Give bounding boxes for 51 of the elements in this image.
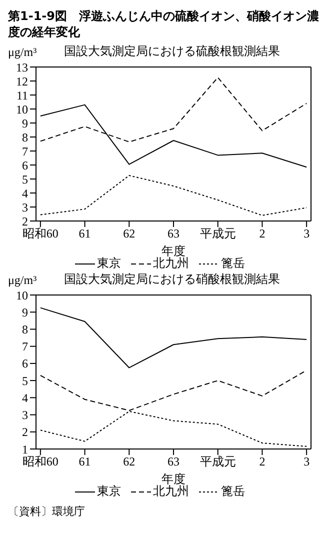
x-tick-label: 3 — [304, 226, 310, 241]
y-tick-label: 7 — [22, 340, 28, 354]
x-tick-label: 平成元 — [200, 454, 236, 469]
x-tick-label: 61 — [78, 454, 91, 469]
x-tick-label: 63 — [168, 454, 180, 469]
legend-label: 篦岳 — [221, 483, 245, 500]
y-tick-label: 2 — [22, 425, 28, 440]
line-series — [40, 307, 308, 368]
y-tick-label: 4 — [22, 186, 28, 200]
legend-label: 北九州 — [153, 256, 189, 272]
legend-label: 東京 — [97, 255, 121, 272]
x-tick-label: 62 — [123, 454, 136, 469]
x-tick-label: 2 — [259, 454, 266, 469]
y-tick-label: 1 — [22, 442, 28, 456]
y-tick-label: 10 — [16, 288, 28, 302]
y-tick-label: 11 — [16, 88, 28, 102]
legend-label: 北九州 — [153, 484, 189, 500]
y-tick-label: 5 — [22, 374, 28, 388]
x-axis-title: 年度 — [162, 472, 186, 486]
y-tick-label: 4 — [22, 390, 28, 405]
line-series — [40, 175, 308, 216]
y-tick-label: 12 — [16, 74, 28, 88]
y-tick-label: 8 — [22, 130, 28, 144]
text: 〔資料〕環境庁 — [8, 504, 86, 519]
legend-label: 東京 — [97, 483, 121, 500]
legend-label: 篦岳 — [221, 255, 245, 272]
chart-subtitle: 国設大気測定局における硫酸根観測結果 — [64, 43, 280, 60]
y-tick-label: 6 — [22, 356, 28, 371]
x-tick-label: 3 — [304, 454, 310, 469]
x-tick-label: 2 — [259, 226, 266, 241]
y-tick-label: 3 — [22, 408, 28, 422]
x-tick-label: 平成元 — [200, 226, 236, 241]
chart-subtitle: 国設大気測定局における硝酸根観測結果 — [64, 271, 280, 288]
x-axis-title: 年度 — [162, 244, 186, 258]
y-axis-title: μg/m³ — [8, 273, 38, 288]
y-tick-label: 7 — [22, 144, 28, 158]
y-tick-label: 8 — [22, 322, 28, 336]
y-axis-title: μg/m³ — [8, 45, 38, 60]
y-tick-label: 6 — [22, 158, 28, 172]
y-tick-label: 3 — [22, 200, 28, 214]
x-tick-label: 63 — [168, 226, 180, 241]
x-tick-label: 62 — [123, 226, 136, 241]
y-tick-label: 10 — [16, 102, 28, 116]
y-tick-label: 13 — [16, 60, 28, 74]
x-tick-label: 61 — [78, 226, 91, 241]
y-tick-label: 9 — [22, 116, 28, 130]
x-tick-label: 昭和60 — [22, 454, 58, 469]
y-tick-label: 5 — [22, 172, 28, 186]
y-tick-label: 9 — [22, 305, 28, 320]
y-tick-label: 2 — [22, 214, 28, 228]
x-tick-label: 昭和60 — [22, 226, 58, 241]
